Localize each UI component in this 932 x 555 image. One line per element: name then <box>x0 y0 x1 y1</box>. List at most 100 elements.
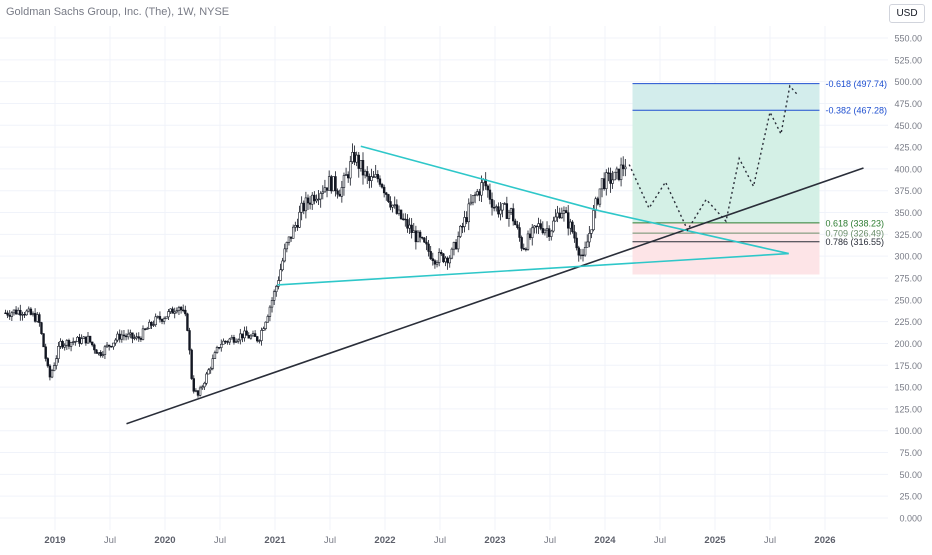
candle-body <box>363 171 367 176</box>
candle-body <box>476 191 479 196</box>
candle-body <box>88 335 92 343</box>
currency-button[interactable]: USD <box>889 4 925 23</box>
candle-body <box>547 228 551 237</box>
candle-body <box>243 330 246 339</box>
candle-body <box>437 252 441 263</box>
candle-body <box>596 198 600 205</box>
x-tick-label: Jul <box>434 535 446 546</box>
candle-body <box>389 201 392 208</box>
candle-body <box>399 209 403 220</box>
candle-body <box>135 336 138 339</box>
candle-body <box>353 152 356 163</box>
candle-body <box>351 152 354 162</box>
candle-body <box>91 341 94 346</box>
x-tick-label: Jul <box>324 535 336 546</box>
candle-body <box>456 236 460 250</box>
candle-body <box>86 335 90 344</box>
y-tick-label: 275.00 <box>894 274 922 284</box>
candle-body <box>186 313 189 331</box>
y-tick-label: 0.000 <box>899 514 922 524</box>
position-zones <box>632 83 820 275</box>
candle-body <box>205 373 208 384</box>
candle-body <box>528 233 532 239</box>
y-tick-label: 100.00 <box>894 426 922 436</box>
candle-body <box>602 178 606 190</box>
candle-body <box>177 307 181 311</box>
drawings[interactable] <box>126 84 864 425</box>
candle-body <box>321 191 325 194</box>
time-axis[interactable]: 2019 Jul 2020 Jul 2021 Jul 2022 Jul 2023 Jul 2024 J… <box>44 535 835 546</box>
candle-body <box>478 191 481 196</box>
candle-body <box>372 176 375 178</box>
candle-body <box>12 309 16 314</box>
y-tick-label: 375.00 <box>894 186 922 196</box>
candle-body <box>213 352 217 359</box>
candle-body <box>541 228 545 234</box>
candle-body <box>370 176 373 181</box>
candle-body <box>133 337 136 339</box>
candle-body <box>442 253 445 263</box>
candle-body <box>266 316 270 323</box>
candle-body <box>55 358 58 366</box>
y-tick-label: 225.00 <box>894 317 922 327</box>
candle-body <box>583 247 587 256</box>
candle-body <box>101 354 105 356</box>
candle-body <box>236 339 240 342</box>
candle-body <box>361 160 365 176</box>
candle-body <box>535 225 538 228</box>
y-tick-label: 475.00 <box>894 99 922 109</box>
candle-body <box>57 346 60 359</box>
candle-body <box>169 308 172 312</box>
candle-body <box>190 349 193 379</box>
x-tick-label: 2026 <box>814 535 835 546</box>
candle-body <box>220 343 223 348</box>
x-tick-label: Jul <box>214 535 226 546</box>
y-tick-label: 125.00 <box>894 404 922 414</box>
candle-body <box>226 341 229 343</box>
x-tick-label: 2023 <box>484 535 505 546</box>
candle-body <box>67 340 71 347</box>
candle-body <box>378 178 382 185</box>
candle-body <box>36 314 39 322</box>
candle-body <box>277 280 280 287</box>
candle-body <box>203 382 206 388</box>
candle-body <box>162 318 166 322</box>
candle-body <box>387 194 390 202</box>
candle-body <box>459 225 462 237</box>
candle-body <box>279 269 282 281</box>
candle-body <box>406 219 409 229</box>
candle-body <box>433 260 437 265</box>
candle-body <box>624 166 627 170</box>
candle-body <box>545 228 549 231</box>
candle-body <box>334 176 337 192</box>
x-tick-label: 2025 <box>704 535 726 546</box>
candle-body <box>588 233 591 243</box>
candle-body <box>272 291 276 301</box>
candle-body <box>289 236 293 239</box>
triangle-lower-line <box>277 252 789 286</box>
candle-body <box>270 300 274 308</box>
candle-body <box>560 213 564 219</box>
fibonacci-levels[interactable]: -0.618 (497.74) -0.382 (467.28) 0.618 (338… <box>632 79 888 247</box>
candle-body <box>425 241 428 245</box>
candle-body <box>258 340 261 342</box>
candle-body <box>516 224 519 228</box>
candle-body <box>486 185 490 191</box>
candle-body <box>368 175 371 181</box>
candle-body <box>228 338 231 343</box>
candle-body <box>192 378 195 392</box>
candle-body <box>613 171 616 181</box>
y-tick-label: 75.00 <box>899 448 922 458</box>
candle-body <box>50 370 54 378</box>
candle-body <box>323 187 327 193</box>
candle-body <box>435 262 439 265</box>
candle-body <box>38 314 41 323</box>
candle-body <box>294 225 297 228</box>
candle-body <box>110 345 113 348</box>
candle-body <box>382 186 386 194</box>
price-axis[interactable]: 0.000 25.00 50.00 75.00 100.00 125.00 150.00 17… <box>894 34 922 524</box>
candle-body <box>355 154 358 163</box>
candle-body <box>251 333 255 337</box>
